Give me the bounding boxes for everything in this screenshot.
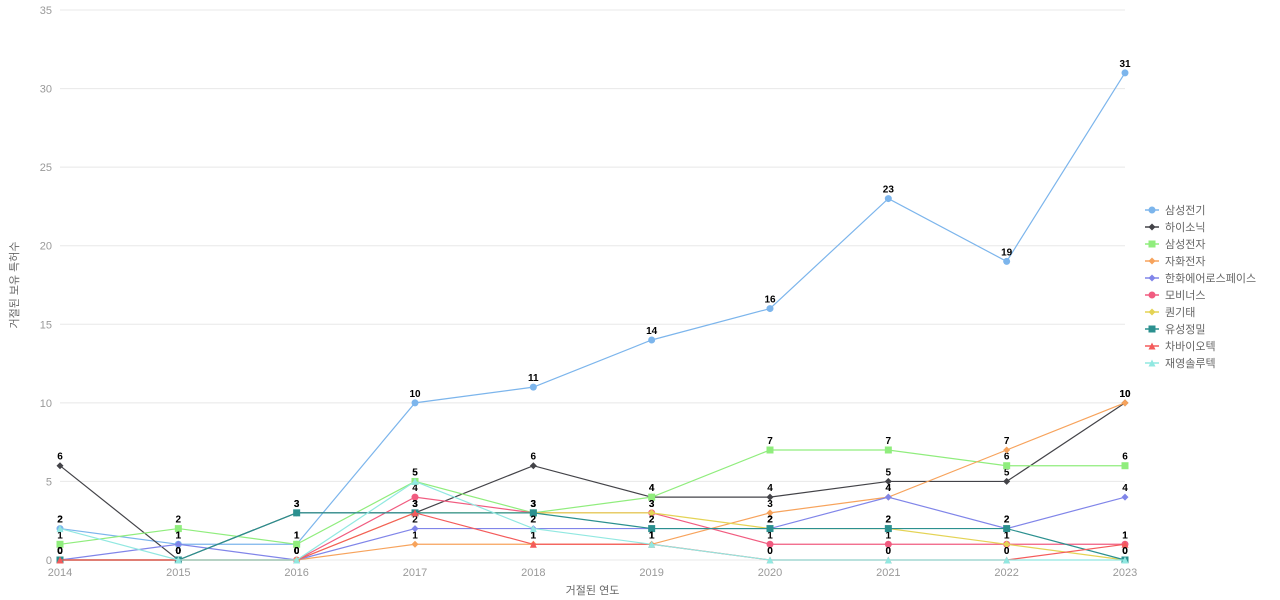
data-label: 2 bbox=[176, 515, 182, 526]
data-label: 0 bbox=[176, 546, 182, 557]
data-label: 3 bbox=[531, 499, 537, 510]
data-label: 2 bbox=[1004, 515, 1010, 526]
data-label: 1 bbox=[412, 530, 418, 541]
data-label: 6 bbox=[1122, 452, 1128, 463]
data-label: 5 bbox=[412, 467, 418, 478]
data-label: 0 bbox=[57, 546, 63, 557]
data-label: 3 bbox=[412, 499, 418, 510]
data-label: 0 bbox=[1122, 546, 1128, 557]
data-label: 2 bbox=[649, 515, 655, 526]
data-label: 23 bbox=[883, 185, 895, 196]
legend-item[interactable]: 한화에어로스페이스 bbox=[1165, 272, 1256, 285]
data-label: 0 bbox=[767, 546, 773, 557]
data-label: 3 bbox=[767, 499, 773, 510]
y-tick-label: 10 bbox=[40, 398, 52, 410]
data-label: 6 bbox=[1004, 452, 1010, 463]
series-line bbox=[60, 73, 1125, 544]
data-label: 4 bbox=[767, 483, 773, 494]
data-label: 7 bbox=[886, 436, 892, 447]
legend-item[interactable]: 차바이오텍 bbox=[1165, 340, 1216, 353]
data-label: 6 bbox=[531, 452, 537, 463]
data-label: 14 bbox=[646, 326, 658, 337]
data-label: 2 bbox=[886, 515, 892, 526]
legend-item[interactable]: 유성정밀 bbox=[1165, 323, 1205, 336]
data-label: 2 bbox=[57, 515, 63, 526]
legend-item[interactable]: 삼성전자 bbox=[1165, 238, 1205, 251]
y-tick-label: 5 bbox=[46, 476, 52, 488]
y-tick-label: 25 bbox=[40, 162, 52, 174]
data-label: 4 bbox=[649, 483, 655, 494]
data-label: 6 bbox=[57, 452, 63, 463]
x-tick-label: 2021 bbox=[876, 567, 900, 579]
data-label: 4 bbox=[886, 483, 892, 494]
line-chart: 0510152025303520142015201620172018201920… bbox=[0, 0, 1280, 600]
data-label: 7 bbox=[1004, 436, 1010, 447]
data-label: 2 bbox=[531, 515, 537, 526]
x-tick-label: 2016 bbox=[284, 567, 308, 579]
data-label: 10 bbox=[409, 389, 421, 400]
data-label: 1 bbox=[294, 530, 300, 541]
y-tick-label: 15 bbox=[40, 319, 52, 331]
data-label: 31 bbox=[1119, 59, 1131, 70]
data-label: 10 bbox=[1119, 389, 1131, 400]
data-label: 16 bbox=[764, 295, 776, 306]
data-label: 1 bbox=[649, 530, 655, 541]
x-tick-label: 2017 bbox=[403, 567, 427, 579]
data-label: 4 bbox=[1122, 483, 1128, 494]
y-tick-label: 30 bbox=[40, 84, 52, 96]
y-axis-title: 거절된 보유 특허수 bbox=[8, 241, 21, 328]
data-label: 11 bbox=[528, 373, 539, 384]
data-label: 0 bbox=[294, 546, 300, 557]
legend-item[interactable]: 모비너스 bbox=[1165, 289, 1205, 302]
legend-item[interactable]: 자화전자 bbox=[1165, 255, 1205, 268]
x-tick-label: 2020 bbox=[758, 567, 782, 579]
x-tick-label: 2018 bbox=[521, 567, 545, 579]
data-label: 1 bbox=[1122, 530, 1128, 541]
legend-item[interactable]: 퀀기태 bbox=[1165, 306, 1195, 319]
x-tick-label: 2014 bbox=[48, 567, 72, 579]
data-label: 19 bbox=[1001, 247, 1013, 258]
data-label: 2 bbox=[767, 515, 773, 526]
x-tick-label: 2019 bbox=[639, 567, 663, 579]
y-tick-label: 35 bbox=[40, 5, 52, 17]
legend-item[interactable]: 삼성전기 bbox=[1165, 204, 1205, 217]
x-tick-label: 2023 bbox=[1113, 567, 1137, 579]
data-label: 3 bbox=[294, 499, 300, 510]
x-tick-label: 2022 bbox=[994, 567, 1018, 579]
data-label: 7 bbox=[767, 436, 773, 447]
data-label: 3 bbox=[649, 499, 655, 510]
data-label: 1 bbox=[176, 530, 182, 541]
legend-item[interactable]: 재영솔루텍 bbox=[1165, 357, 1216, 370]
data-label: 0 bbox=[1004, 546, 1010, 557]
series-line bbox=[60, 450, 1125, 544]
data-label: 0 bbox=[886, 546, 892, 557]
legend-item[interactable]: 하이소닉 bbox=[1165, 220, 1205, 234]
data-label: 5 bbox=[886, 467, 892, 478]
y-tick-label: 0 bbox=[46, 555, 52, 567]
x-tick-label: 2015 bbox=[166, 567, 190, 579]
y-tick-label: 20 bbox=[40, 241, 52, 253]
chart-svg: 0510152025303520142015201620172018201920… bbox=[0, 0, 1280, 600]
x-axis-title: 거절된 연도 bbox=[566, 584, 620, 597]
